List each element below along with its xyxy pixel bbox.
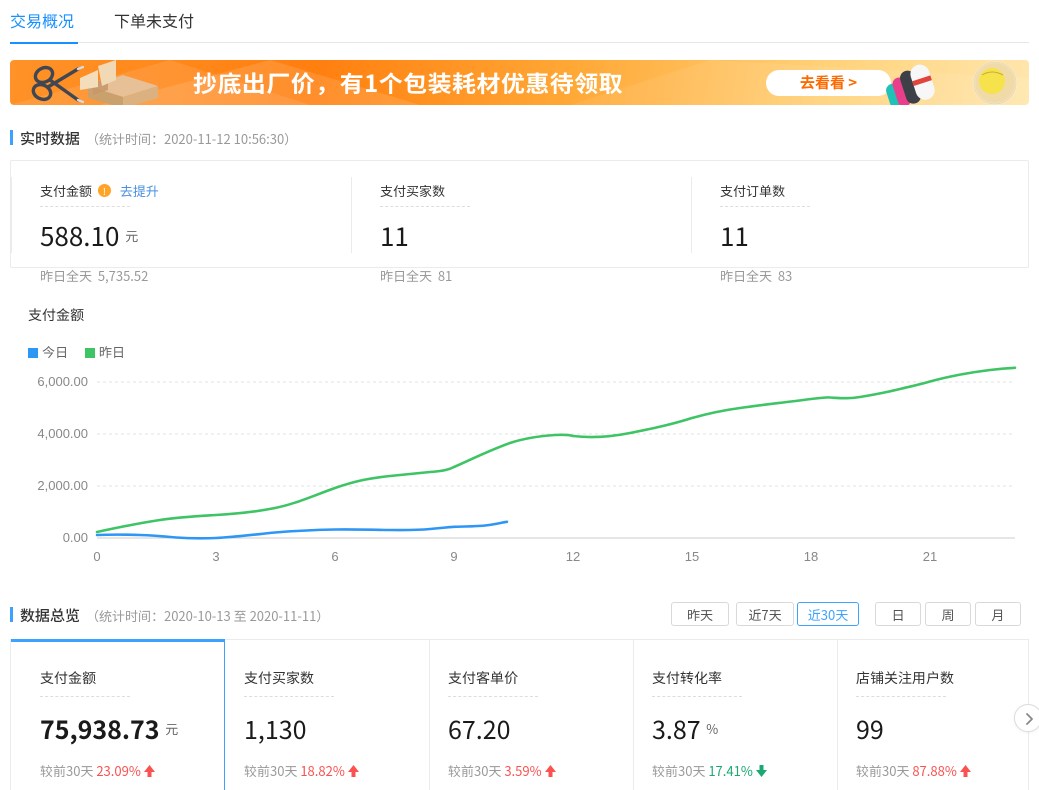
svg-text:18: 18	[804, 549, 818, 564]
svg-text:2,000.00: 2,000.00	[37, 478, 88, 493]
svg-text:21: 21	[923, 549, 937, 564]
svg-text:6,000.00: 6,000.00	[37, 374, 88, 389]
svg-text:12: 12	[566, 549, 580, 564]
svg-text:9: 9	[450, 549, 457, 564]
svg-text:6: 6	[331, 549, 338, 564]
svg-text:0.00: 0.00	[63, 530, 88, 545]
svg-text:0: 0	[93, 549, 100, 564]
svg-text:4,000.00: 4,000.00	[37, 426, 88, 441]
svg-text:15: 15	[685, 549, 699, 564]
svg-text:3: 3	[212, 549, 219, 564]
